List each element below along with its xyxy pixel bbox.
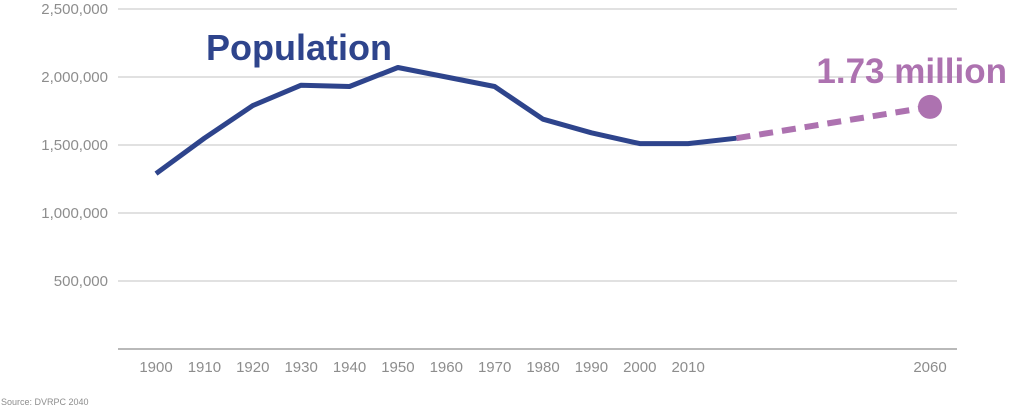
y-tick-label: 2,500,000 xyxy=(41,1,108,18)
x-tick-label: 2000 xyxy=(623,359,656,376)
x-tick-label: 1900 xyxy=(139,359,172,376)
x-tick-label: 1930 xyxy=(284,359,317,376)
x-tick-label: 2060 xyxy=(913,359,946,376)
projection-line xyxy=(736,103,931,142)
x-tick-label: 1970 xyxy=(478,359,511,376)
series-label-population: Population xyxy=(206,27,392,68)
x-tick-label: 1950 xyxy=(381,359,414,376)
gridlines xyxy=(118,8,957,282)
y-axis-ticks: 500,000 1,000,000 1,500,000 2,000,000 2,500,… xyxy=(41,1,108,290)
y-tick-label: 1,000,000 xyxy=(41,205,108,222)
x-tick-label: 2010 xyxy=(671,359,704,376)
projection-endpoint-marker xyxy=(918,94,942,119)
series-lines xyxy=(154,65,942,176)
source-note: Source: DVRPC 2040 xyxy=(1,397,89,407)
x-tick-label: 1940 xyxy=(333,359,366,376)
y-tick-label: 2,000,000 xyxy=(41,69,108,86)
projection-value-label: 1.73 million xyxy=(816,52,1007,91)
y-tick-label: 500,000 xyxy=(54,273,108,290)
x-tick-label: 1960 xyxy=(430,359,463,376)
x-axis-ticks: 1900 1910 1920 1930 1940 1950 1960 1970 1980 1990… xyxy=(139,359,946,376)
x-tick-label: 1980 xyxy=(526,359,559,376)
x-tick-label: 1920 xyxy=(236,359,269,376)
x-tick-label: 1910 xyxy=(188,359,221,376)
population-line xyxy=(154,65,737,176)
x-tick-label: 1990 xyxy=(575,359,608,376)
y-tick-label: 1,500,000 xyxy=(41,137,108,154)
